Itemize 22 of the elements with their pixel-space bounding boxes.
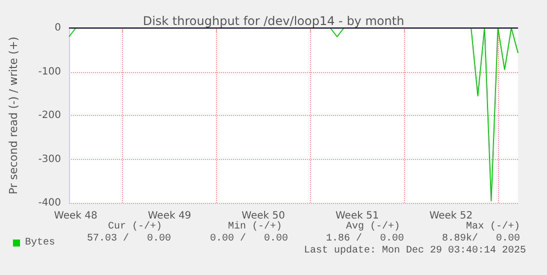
- y-tick-label: -200: [38, 110, 61, 121]
- x-tick-label: Week 49: [148, 210, 192, 222]
- chart-title: Disk throughput for /dev/loop14 - by month: [142, 14, 404, 28]
- text: Last update: Mon Dec 29 03:40:14 2025: [304, 244, 526, 256]
- text: 57.03 / 0.00: [86, 232, 171, 244]
- text: Avg (-/+): [346, 220, 400, 232]
- y-tick-label: -400: [38, 198, 61, 208]
- y-tick-label: 0: [54, 22, 61, 34]
- y-tick-label: -100: [38, 66, 61, 78]
- y-tick-label: -300: [38, 154, 61, 165]
- text: 8.89k/ 0.00: [442, 232, 520, 244]
- text: Max (-/+): [466, 220, 520, 232]
- text: Min (-/+): [228, 220, 282, 232]
- text: 1.86 / 0.00: [326, 232, 404, 244]
- x-tick-label: Week 51: [336, 210, 379, 222]
- x-tick-label: Week 50: [242, 210, 285, 222]
- text: 0.00 / 0.00: [210, 232, 288, 244]
- y-axis-title: Pr second read (-) / write (+): [7, 36, 20, 194]
- legend-label: Bytes: [25, 238, 56, 248]
- x-tick-label: Week 48: [54, 210, 98, 222]
- text: Cur (-/+): [108, 220, 162, 232]
- x-tick-label: Week 52: [429, 210, 473, 222]
